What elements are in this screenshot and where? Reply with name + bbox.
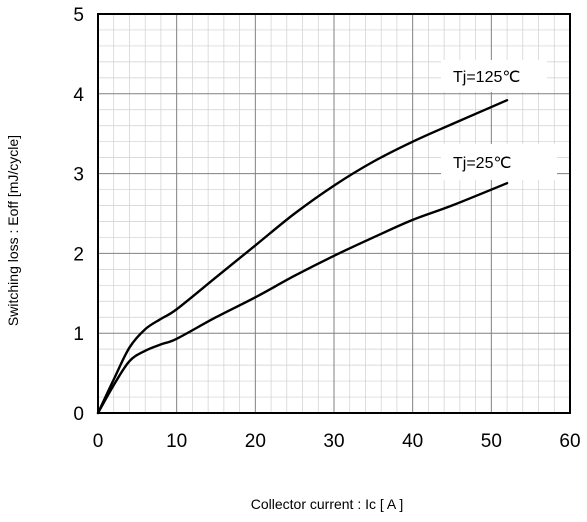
y-tick-label: 4 (73, 85, 84, 106)
y-tick-label: 3 (73, 165, 84, 186)
series-line-tj-25 (96, 181, 509, 415)
y-tick-label: 2 (73, 244, 84, 265)
series-labels: Tj=125℃ Tj=25℃ (441, 60, 557, 180)
y-axis-title: Switching loss : Eoff [mJ/cycle] (5, 135, 21, 326)
plot-frame (97, 13, 571, 414)
series-label-bg-tj-25 (441, 144, 557, 180)
x-tick-label: 50 (481, 431, 502, 452)
x-tick-label: 40 (402, 431, 423, 452)
x-tick-labels: 0 10 20 30 40 50 60 (93, 431, 581, 452)
x-tick-label: 60 (559, 431, 580, 452)
y-tick-labels: 0 1 2 3 4 5 (73, 5, 84, 425)
series-line-tj-125 (96, 98, 509, 415)
y-tick-label: 1 (73, 324, 84, 345)
x-tick-label: 10 (166, 431, 187, 452)
x-tick-label: 20 (245, 431, 266, 452)
y-tick-label: 5 (73, 5, 84, 26)
x-axis-title: Collector current : Ic [ A ] (251, 496, 404, 512)
series-label-bg-tj-125 (441, 60, 547, 92)
series-label-tj-125: Tj=125℃ (453, 69, 520, 86)
x-tick-label: 30 (323, 431, 344, 452)
series-lines (96, 98, 509, 415)
series-label-tj-25: Tj=25℃ (453, 155, 511, 172)
x-tick-label: 0 (93, 431, 104, 452)
y-tick-label: 0 (73, 404, 84, 425)
